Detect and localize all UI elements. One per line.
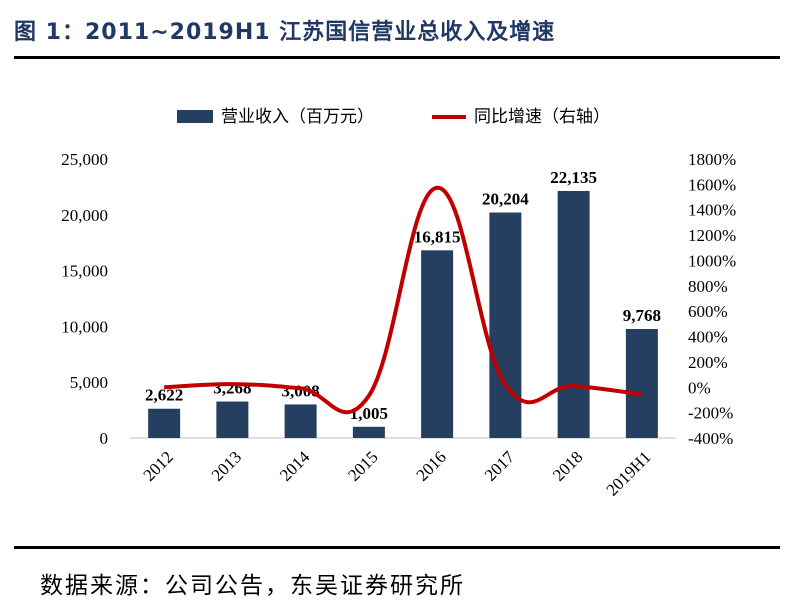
- legend-bar-label: 营业收入（百万元）: [221, 107, 374, 126]
- source-note: 数据来源：公司公告，东吴证券研究所: [40, 573, 465, 599]
- bar: [148, 408, 181, 438]
- legend-line-label: 同比增速（右轴）: [474, 107, 610, 126]
- category-label: 2015: [344, 447, 381, 484]
- bar: [352, 426, 385, 438]
- right-tick-label: 0%: [688, 378, 711, 397]
- category-labels: 2012 2013 2014 2015 2016 2017 2018 2019H1: [139, 447, 654, 500]
- legend: 营业收入（百万元） 同比增速（右轴）: [177, 107, 610, 126]
- bottom-rule: [14, 546, 780, 549]
- bar-value-label: 22,135: [550, 168, 597, 187]
- chart: 营业收入（百万元） 同比增速（右轴） 0 5,000 10,000 15,000 20,…: [61, 107, 736, 500]
- bar-value-label: 2,622: [145, 386, 183, 405]
- right-tick-label: -400%: [688, 429, 733, 448]
- right-tick-label: 200%: [688, 353, 728, 372]
- bar-value-label: 9,768: [623, 306, 661, 325]
- right-tick-label: 800%: [688, 277, 728, 296]
- bar: [625, 328, 658, 438]
- growth-line: [164, 185, 643, 415]
- bar: [216, 401, 249, 438]
- bar-series: [148, 190, 658, 438]
- chart-title: 图 1：2011~2019H1 江苏国信营业总收入及增速: [14, 20, 556, 45]
- left-tick-label: 10,000: [61, 317, 108, 336]
- category-label: 2012: [139, 447, 176, 484]
- left-axis: 0 5,000 10,000 15,000 20,000 25,000: [61, 150, 108, 448]
- category-label: 2017: [481, 447, 519, 485]
- bar: [284, 404, 317, 438]
- growth-line-series: [164, 185, 643, 415]
- category-label: 2019H1: [603, 447, 655, 499]
- bar: [421, 250, 454, 438]
- bar-value-label: 3,268: [213, 379, 251, 398]
- right-axis: -400% -200% 0% 200% 400% 600% 800% 1000% 1200% 14…: [688, 150, 736, 448]
- right-tick-label: 600%: [688, 302, 728, 321]
- category-label: 2018: [549, 447, 586, 484]
- right-tick-label: -200%: [688, 404, 733, 423]
- bar-value-label: 1,005: [350, 404, 388, 423]
- left-tick-label: 25,000: [61, 150, 108, 169]
- bar-data-labels: 2,622 3,268 3,0081,00516,81520,20422,1359,…: [145, 168, 661, 423]
- left-tick-label: 15,000: [61, 262, 108, 281]
- left-tick-label: 20,000: [61, 206, 108, 225]
- category-label: 2013: [208, 447, 245, 484]
- right-tick-label: 1600%: [688, 175, 736, 194]
- left-tick-label: 0: [100, 429, 109, 448]
- right-tick-label: 1000%: [688, 251, 736, 270]
- right-tick-label: 1400%: [688, 201, 736, 220]
- right-tick-label: 1800%: [688, 150, 736, 169]
- bar-value-label: 20,204: [482, 190, 529, 209]
- right-tick-label: 1200%: [688, 226, 736, 245]
- category-label: 2016: [412, 447, 449, 484]
- left-tick-label: 5,000: [70, 373, 108, 392]
- bar: [557, 190, 590, 438]
- category-label: 2014: [276, 447, 314, 485]
- top-rule: [14, 56, 780, 59]
- bar-value-label: 16,815: [414, 227, 461, 246]
- right-tick-label: 400%: [688, 328, 728, 347]
- bar: [489, 212, 522, 438]
- legend-bar-swatch: [177, 110, 213, 123]
